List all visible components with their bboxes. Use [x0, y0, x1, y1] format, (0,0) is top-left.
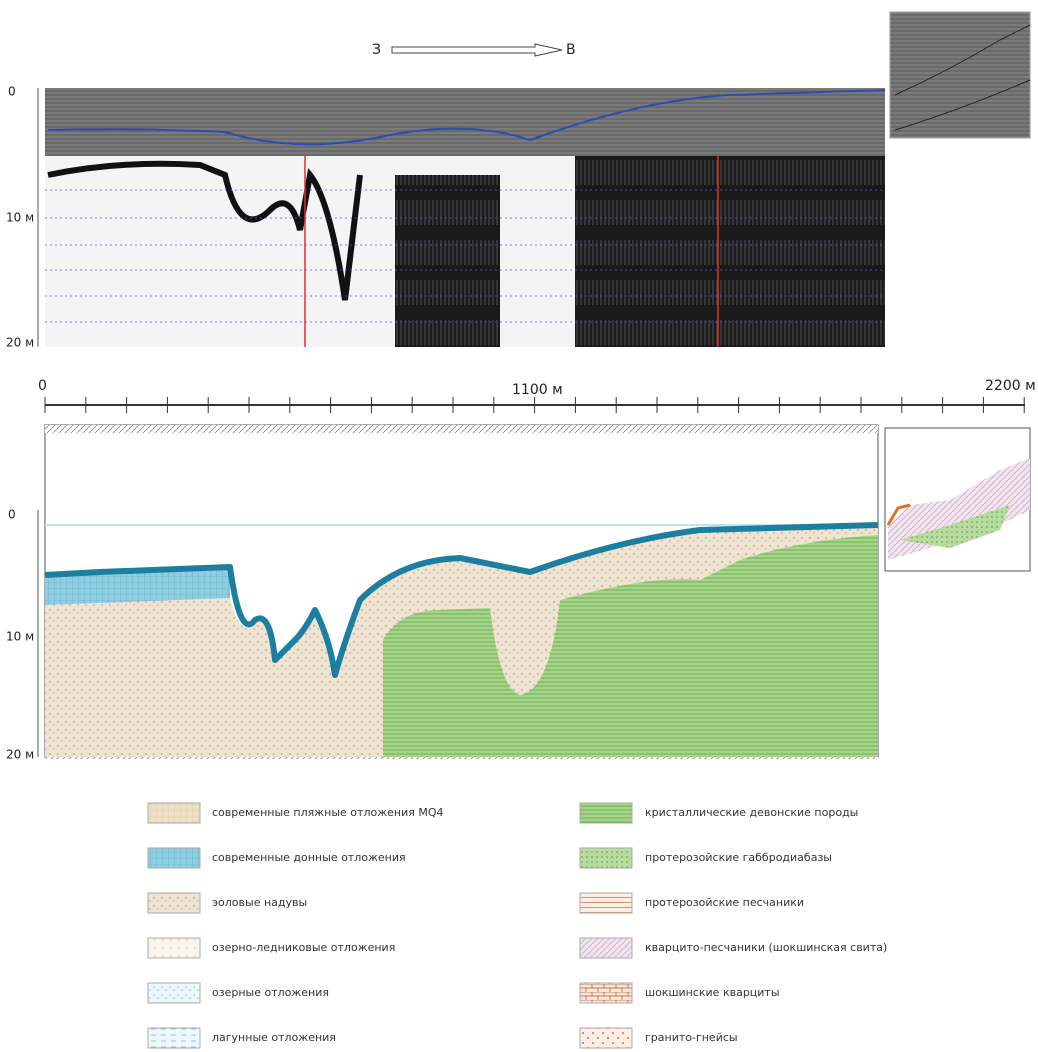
inset-reflector [894, 24, 1031, 131]
legend-swatch [147, 982, 201, 1004]
legend: современные пляжные отложения MQ4 соврем… [147, 802, 887, 1049]
radargram-noise [395, 175, 500, 347]
legend-label: современные донные отложения [212, 851, 406, 864]
direction-from: З [372, 42, 381, 58]
legend-label: озерные отложения [212, 986, 329, 999]
radargram: 0 10 м 20 м [6, 11, 1031, 350]
scale-label: 1100 м [512, 382, 563, 398]
radargram-noise [575, 156, 885, 347]
legend-label: кристаллические девонские породы [645, 806, 858, 819]
sea-floor [44, 522, 879, 678]
direction-arrow [391, 43, 563, 57]
inset-sandstone [886, 503, 911, 526]
crystalline-rocks [383, 535, 878, 757]
radargram-inset [889, 11, 1031, 139]
depth-label: 0 [8, 508, 16, 522]
legend-swatch [147, 892, 201, 914]
legend-label: протерозойские габбродиабазы [645, 851, 832, 864]
radargram-gridlines [45, 189, 885, 323]
legend-label: гранито-гнейсы [645, 1031, 738, 1044]
legend-label: лагунные отложения [212, 1031, 336, 1044]
depth-label: 20 м [6, 748, 34, 762]
legend-swatch [147, 1027, 201, 1049]
inset-gabbro [900, 505, 1010, 548]
legend-swatch [579, 937, 633, 959]
legend-swatch [579, 1027, 633, 1049]
section-top-hatch [45, 425, 878, 433]
legend-label: современные пляжные отложения MQ4 [212, 806, 443, 819]
legend-swatch [579, 847, 633, 869]
scale-label: 0 [38, 378, 47, 394]
legend-swatch [147, 937, 201, 959]
scale-label: 2200 м [985, 378, 1036, 394]
depth-label: 20 м [6, 336, 34, 350]
legend-swatch [579, 982, 633, 1004]
depth-label: 0 [8, 85, 16, 99]
legend-swatch [147, 802, 201, 824]
legend-label: шокшинские кварциты [645, 986, 780, 999]
scale-bar: 0 1100 м 2200 м [38, 378, 1036, 413]
direction-to: В [566, 42, 576, 58]
legend-label: протерозойские песчаники [645, 896, 804, 909]
legend-label: кварцито-песчаники (шокшинская свита) [645, 941, 887, 954]
legend-swatch [579, 802, 633, 824]
depth-label: 10 м [6, 630, 34, 644]
depth-label: 10 м [6, 211, 34, 225]
radargram-reflector [47, 160, 363, 301]
section: 0 10 м 20 м [6, 424, 1031, 762]
legend-swatch [147, 847, 201, 869]
legend-label: озерно-ледниковые отложения [212, 941, 395, 954]
radargram-band [45, 88, 885, 156]
radargram-surface [47, 89, 886, 146]
legend-label: эоловые надувы [212, 896, 307, 909]
legend-swatch [579, 892, 633, 914]
